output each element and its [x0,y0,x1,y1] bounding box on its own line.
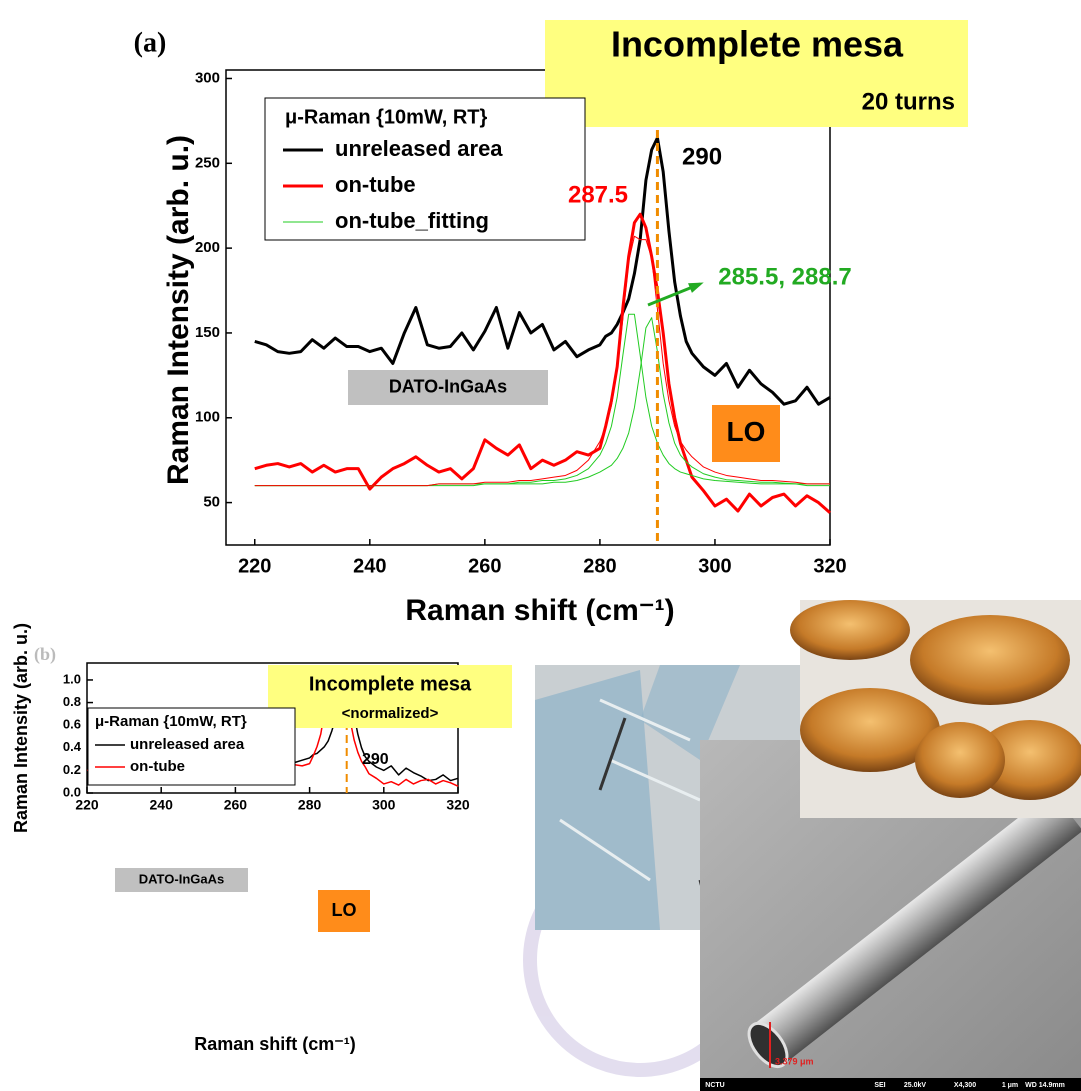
y-tick-label: 150 [195,324,220,341]
pattern [535,670,660,930]
y-tick-label: 0.6 [63,717,81,732]
y-tick-label: 0.2 [63,762,81,777]
x-tick-label: 240 [353,555,386,577]
figure: 1896 3.379 μm NCTUSEI25.0kVX4,3001 μmWD … [0,0,1081,1091]
sem-info: 25.0kV [904,1082,927,1089]
x-tick-label: 220 [238,555,271,577]
sem-info: NCTU [705,1082,724,1089]
y-tick-label: 50 [203,494,220,511]
x-tick-label: 280 [583,555,616,577]
annotation: 290 [682,143,722,170]
annotation-arrowhead [688,283,704,293]
x-tick-label: 240 [150,797,174,813]
chart: 50 100 150 200 250 300 220 240 260 280 300 320 Incom… [134,20,968,627]
x-axis-title: Raman shift (cm⁻¹) [405,594,674,627]
y-axis-title: Raman Intensity (arb. u.) [11,623,31,833]
chart-subtitle: 20 turns [862,88,955,115]
croissant [915,722,1005,798]
y-tick-label: 250 [195,154,220,171]
chart-title: Incomplete mesa [309,673,472,695]
annotation: LO [332,900,357,920]
page: 1896 3.379 μm NCTUSEI25.0kVX4,3001 μmWD … [0,0,1081,1091]
sem-info: 1 μm [1002,1082,1018,1089]
annotation: DATO-InGaAs [139,871,224,886]
sem-info: X4,300 [954,1082,976,1089]
panel-label: (a) [134,27,167,58]
y-tick-label: 200 [195,239,220,256]
annotation: 285.5, 288.7 [718,263,851,290]
croissant-photo [790,600,1081,818]
legend-label: on-tube [130,758,185,775]
croissant [910,615,1070,705]
legend-label: unreleased area [335,136,503,161]
sem-info-bar [700,1078,1081,1091]
y-axis-title: Raman Intensity (arb. u.) [162,135,195,485]
croissant [790,600,910,660]
annotation: 290 [362,751,389,768]
x-tick-label: 260 [468,555,501,577]
y-tick-label: 0.8 [63,694,81,709]
x-tick-label: 220 [75,797,99,813]
chart-title: Incomplete mesa [611,24,904,65]
x-axis-title: Raman shift (cm⁻¹) [194,1034,356,1054]
x-tick-label: 300 [372,797,396,813]
sem-info: WD 14.9mm [1025,1082,1065,1089]
legend-label: on-tube [335,172,416,197]
y-tick-label: 0.4 [63,739,82,754]
legend-label: on-tube_fitting [335,208,489,233]
x-tick-label: 280 [298,797,322,813]
sem-info: SEI [874,1082,885,1089]
x-tick-label: 320 [813,555,846,577]
panel-label: (b) [34,644,56,665]
y-tick-label: 100 [195,409,220,426]
y-tick-label: 300 [195,69,220,86]
sem-scale: 3.379 μm [775,1056,814,1066]
data-line [255,214,830,513]
x-tick-label: 300 [698,555,731,577]
annotation: 287.5 [568,181,628,208]
annotation: LO [727,416,766,447]
annotation: DATO-InGaAs [389,376,507,396]
legend-label: unreleased area [130,736,245,753]
legend-title: μ-Raman {10mW, RT} [95,713,247,730]
x-tick-label: 320 [446,797,470,813]
chart-subtitle: <normalized> [342,705,439,722]
x-tick-label: 260 [224,797,248,813]
legend-title: μ-Raman {10mW, RT} [285,106,488,128]
y-tick-label: 1.0 [63,671,81,686]
